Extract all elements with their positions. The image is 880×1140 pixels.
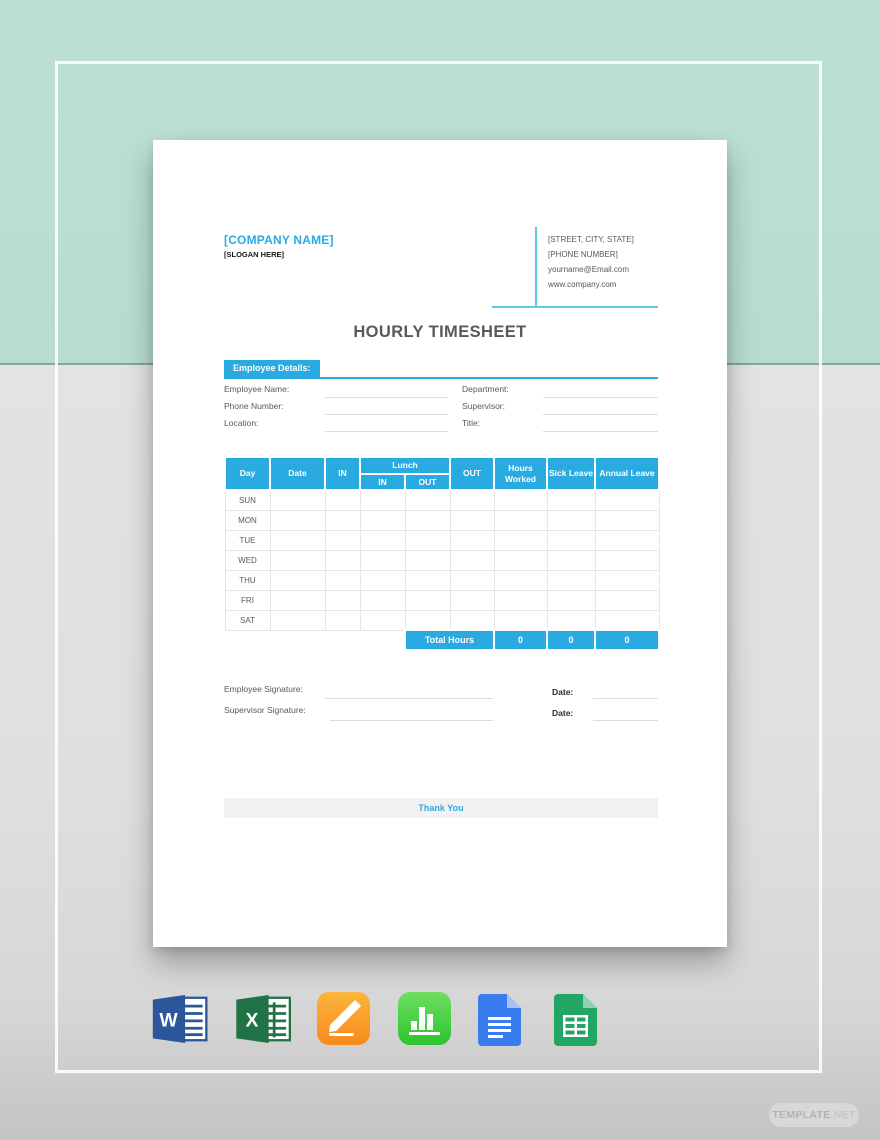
col-annual-leave: Annual Leave [594,455,660,492]
table-row: THU [224,569,660,591]
company-name-placeholder: [COMPANY NAME] [224,233,334,247]
google-sheets-icon[interactable] [554,994,597,1046]
col-day: Day [224,455,271,492]
supervisor-field-line [543,414,658,415]
day-cell: MON [224,509,271,531]
title-field-line [543,431,658,432]
col-lunch-out: OUT [404,472,451,492]
table-row: SAT [224,609,660,631]
employee-name-field-line [325,397,448,398]
supervisor-date-label: Date: [552,708,574,718]
col-lunch-group: Lunch [359,456,451,475]
title-label: Title: [462,418,481,428]
day-cell: SAT [224,609,271,631]
day-cell: FRI [224,589,271,611]
col-out: OUT [449,455,495,492]
thank-you-band: Thank You [224,798,658,818]
col-lunch-in: IN [359,472,406,492]
table-row: WED [224,549,660,571]
svg-text:W: W [159,1009,178,1031]
svg-text:X: X [246,1009,259,1031]
table-row: MON [224,509,660,531]
location-field-line [325,431,448,432]
total-hours-row: Total Hours 0 0 0 [225,629,660,652]
section-underline [224,377,658,379]
supervisor-signature-line [330,720,493,721]
apple-pages-icon[interactable] [317,992,370,1045]
phone-number-label: Phone Number: [224,401,284,411]
address-line: [STREET, CITY, STATE] [548,235,634,244]
address-block: [STREET, CITY, STATE] [PHONE NUMBER] you… [548,232,658,292]
timesheet-document-preview: [COMPANY NAME] [SLOGAN HERE] [STREET, CI… [153,140,727,947]
employee-details-section-header: Employee Details: [224,360,320,377]
employee-signature-line [325,698,493,699]
col-date: Date [269,455,326,492]
col-hours-worked: Hours Worked [493,455,548,492]
table-header-row-1: Day Date IN Lunch OUT Hours Worked Sick … [224,455,660,492]
day-cell: TUE [224,529,271,551]
watermark-text-light: .NET [830,1109,856,1121]
department-label: Department: [462,384,509,394]
total-hours-label: Total Hours [404,629,495,652]
header-rule [492,306,658,308]
supervisor-date-line [593,720,658,721]
template-net-watermark: TEMPLATE .NET [769,1103,859,1127]
day-cell: THU [224,569,271,591]
employee-name-label: Employee Name: [224,384,290,394]
google-docs-icon[interactable] [478,994,521,1046]
address-line: [PHONE NUMBER] [548,250,618,259]
total-sick-leave: 0 [546,629,596,652]
location-label: Location: [224,418,259,428]
apple-numbers-icon[interactable] [398,992,451,1045]
table-row: FRI [224,589,660,611]
watermark-text-bold: TEMPLATE [772,1109,831,1121]
day-cell: WED [224,549,271,571]
col-sick-leave: Sick Leave [546,455,596,492]
address-divider-line [535,227,537,306]
day-cell: SUN [224,489,271,511]
table-header-row-2: IN OUT [225,472,659,492]
table-row: SUN [224,489,660,511]
department-field-line [543,397,658,398]
employee-date-label: Date: [552,687,574,697]
employee-signature-label: Employee Signature: [224,684,303,694]
col-in: IN [324,455,361,492]
microsoft-excel-icon[interactable]: X [236,995,292,1043]
company-slogan-placeholder: [SLOGAN HERE] [224,250,284,259]
phone-number-field-line [325,414,448,415]
supervisor-signature-label: Supervisor Signature: [224,705,306,715]
employee-date-line [593,698,658,699]
document-title: HOURLY TIMESHEET [353,323,527,341]
table-row: TUE [224,529,660,551]
supervisor-label: Supervisor: [462,401,505,411]
total-annual-leave: 0 [594,629,660,652]
microsoft-word-icon[interactable]: W [152,995,209,1043]
address-line: www.company.com [548,280,617,289]
address-line: yourname@Email.com [548,265,630,274]
total-hours-worked: 0 [493,629,548,652]
timesheet-table: Day Date IN Lunch OUT Hours Worked Sick … [224,455,660,652]
decorative-frame [55,61,822,1073]
